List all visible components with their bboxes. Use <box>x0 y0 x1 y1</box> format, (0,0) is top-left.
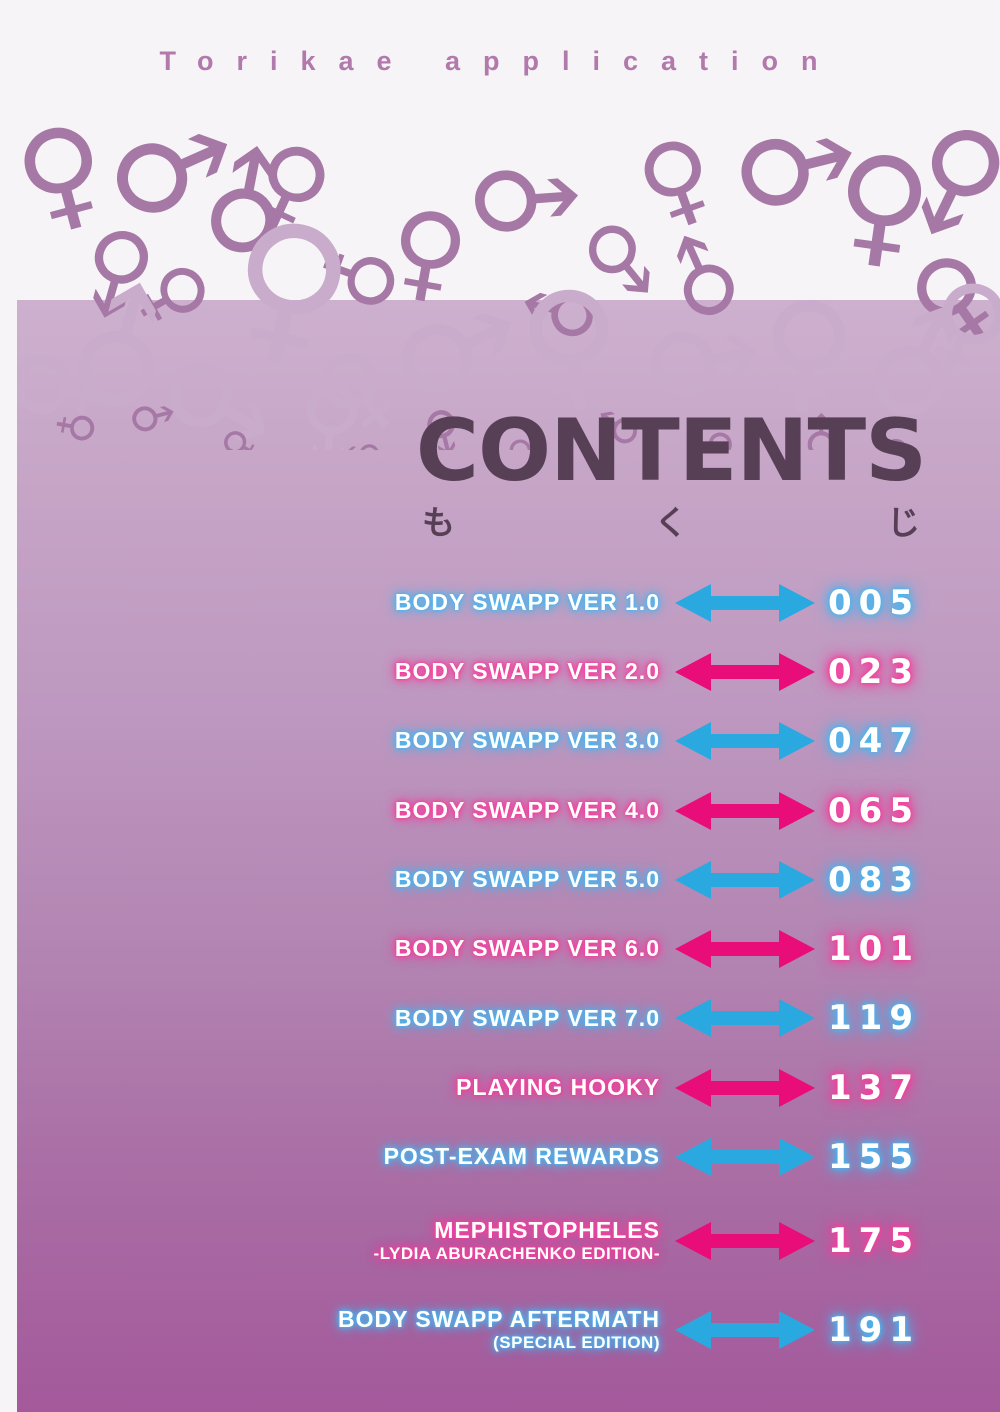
page-number: 047 <box>828 721 920 762</box>
gradient-background-panel <box>17 300 1000 1412</box>
female-symbol-icon: ♀ <box>48 406 105 448</box>
page-number: 191 <box>828 1309 920 1350</box>
contents-heading: CONTENTS も く じ <box>408 408 934 544</box>
page-number: 175 <box>828 1220 920 1261</box>
double-arrow-icon <box>675 583 815 622</box>
toc-entry: BODY SWAPP VER 6.0 101 <box>320 914 940 983</box>
furigana-char: も <box>422 503 455 542</box>
page-number: 155 <box>828 1137 920 1178</box>
toc-entry-subtitle: (SPECIAL EDITION) <box>493 1333 660 1353</box>
contents-title: CONTENTS <box>415 401 927 501</box>
page-number: 101 <box>828 929 920 970</box>
toc-entry: PLAYING HOOKY 137 <box>320 1053 940 1122</box>
furigana-char: く <box>654 503 688 542</box>
page-number: 119 <box>828 998 920 1039</box>
toc-entry-title: BODY SWAPP VER 2.0 <box>394 658 660 685</box>
toc-entry-title: BODY SWAPP AFTERMATH <box>338 1306 660 1333</box>
toc-entry-titles: BODY SWAPP AFTERMATH (SPECIAL EDITION) <box>320 1306 660 1353</box>
toc-entry-titles: POST-EXAM REWARDS <box>320 1143 660 1170</box>
page-number: 023 <box>828 651 920 692</box>
toc-entry-titles: PLAYING HOOKY <box>320 1073 660 1101</box>
toc-entry: MEPHISTOPHELES -LYDIA ABURACHENKO EDITIO… <box>320 1201 940 1281</box>
double-arrow-icon <box>675 722 815 761</box>
toc-list: BODY SWAPP VER 1.0 005 BODY SWAPP VER 2.… <box>320 568 940 1370</box>
toc-entry-title: BODY SWAPP VER 5.0 <box>394 865 660 892</box>
toc-entry-titles: BODY SWAPP VER 6.0 <box>320 935 660 962</box>
page-number: 137 <box>828 1067 920 1108</box>
toc-entry-title: BODY SWAPP VER 4.0 <box>394 796 660 823</box>
furigana-char: じ <box>887 503 920 542</box>
toc-entry: BODY SWAPP VER 5.0 083 <box>320 845 940 914</box>
page-number: 083 <box>828 859 920 900</box>
double-arrow-icon <box>675 930 815 969</box>
gender-symbols-decoration: ♀♂♂♀♂♀♂♂♀♂♀♂♀♂♀♂♀♀♂♀♂♀♂♀♂♀♂♀♂♂♀♂♀♂♀♂♀♂♀ <box>17 105 1000 450</box>
toc-entry: POST-EXAM REWARDS 155 <box>320 1122 940 1191</box>
double-arrow-icon <box>675 791 815 830</box>
toc-entry-titles: BODY SWAPP VER 1.0 <box>320 588 660 616</box>
toc-entry: BODY SWAPP VER 4.0 065 <box>320 776 940 845</box>
toc-entry: BODY SWAPP VER 3.0 047 <box>320 707 940 776</box>
toc-entry-title: BODY SWAPP VER 7.0 <box>394 1004 660 1031</box>
toc-entry-title: BODY SWAPP VER 1.0 <box>394 588 660 615</box>
page-number: 005 <box>828 582 920 623</box>
double-arrow-icon <box>675 860 815 899</box>
toc-entry: BODY SWAPP AFTERMATH (SPECIAL EDITION) 1… <box>320 1290 940 1370</box>
toc-entry: BODY SWAPP VER 7.0 119 <box>320 984 940 1053</box>
toc-entry-title: POST-EXAM REWARDS <box>383 1143 660 1170</box>
female-symbol-icon: ♀ <box>509 256 634 433</box>
toc-entry-titles: BODY SWAPP VER 2.0 <box>320 658 660 685</box>
toc-entry-title: BODY SWAPP VER 3.0 <box>394 727 660 754</box>
double-arrow-icon <box>675 1068 815 1107</box>
female-symbol-icon: ♀ <box>752 269 863 431</box>
double-arrow-icon <box>675 1138 815 1177</box>
toc-entry-titles: BODY SWAPP VER 5.0 <box>320 865 660 893</box>
double-arrow-icon <box>675 1310 815 1349</box>
toc-entry: BODY SWAPP VER 1.0 005 <box>320 568 940 637</box>
contents-furigana: も く じ <box>408 494 934 544</box>
toc-entry-titles: BODY SWAPP VER 7.0 <box>320 1004 660 1032</box>
double-arrow-icon <box>675 652 815 691</box>
toc-entry-titles: BODY SWAPP VER 3.0 <box>320 728 660 754</box>
page-number: 065 <box>828 790 920 831</box>
toc-entry-title: BODY SWAPP VER 6.0 <box>394 935 660 962</box>
toc-entry-subtitle: -LYDIA ABURACHENKO EDITION- <box>373 1244 660 1264</box>
page-title: Torikae application <box>159 46 841 76</box>
double-arrow-icon <box>675 999 815 1038</box>
toc-entry-titles: BODY SWAPP VER 4.0 <box>320 796 660 824</box>
double-arrow-icon <box>675 1221 815 1260</box>
toc-entry-titles: MEPHISTOPHELES -LYDIA ABURACHENKO EDITIO… <box>320 1217 660 1264</box>
toc-entry: BODY SWAPP VER 2.0 023 <box>320 637 940 706</box>
toc-entry-title: PLAYING HOOKY <box>456 1073 660 1100</box>
toc-entry-title: MEPHISTOPHELES <box>434 1217 660 1244</box>
